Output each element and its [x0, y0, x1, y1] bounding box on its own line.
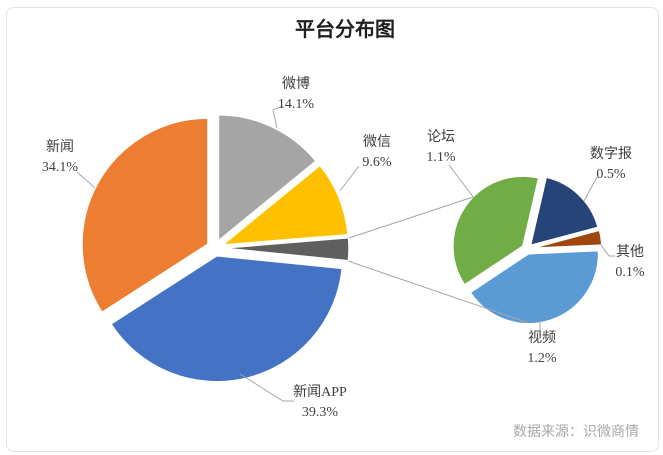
- pie-slice-xinwen: [81, 117, 209, 314]
- slice-label-xinwen: 新闻: [45, 140, 74, 155]
- pie-slice-weixin: [221, 164, 349, 246]
- slice-percent-shipin: 1.2%: [527, 351, 557, 366]
- slice-percent-shuzibao: 0.5%: [596, 167, 626, 182]
- callout-xinwen: 新闻 34.1%: [42, 138, 78, 178]
- callout-xinwen-app: 新闻APP 39.3%: [293, 383, 347, 423]
- callout-weibo: 微博 14.1%: [278, 75, 314, 115]
- pie-slice-luntan: [452, 175, 540, 286]
- slice-label-xinwen-app: 新闻APP: [293, 385, 347, 400]
- leader-line-xinwen-app: [239, 373, 294, 402]
- pie-slice-weibo: [217, 114, 317, 242]
- slice-percent-xinwen: 34.1%: [41, 160, 79, 175]
- leader-line-qita: [600, 244, 615, 257]
- callout-shuzibao: 数字报 0.5%: [590, 145, 632, 185]
- slice-label-weixin: 微信: [362, 135, 391, 150]
- leader-line-xinwen: [76, 171, 96, 189]
- slice-percent-xinwen-app: 39.3%: [301, 405, 339, 420]
- slice-percent-weibo: 14.1%: [277, 97, 315, 112]
- slice-label-weibo: 微博: [281, 77, 310, 92]
- slice-label-shipin: 视频: [527, 331, 556, 346]
- chart-border: [6, 7, 659, 452]
- slice-label-shuzibao: 数字报: [590, 147, 632, 162]
- connector-line-top: [348, 196, 474, 239]
- chart-title: 平台分布图: [295, 19, 395, 41]
- leader-line-weixin: [339, 165, 360, 192]
- slice-percent-qita: 0.1%: [615, 265, 645, 280]
- callout-weixin: 微信 9.6%: [362, 133, 391, 173]
- callout-qita: 其他 0.1%: [615, 243, 644, 283]
- slice-label-luntan: 论坛: [426, 130, 455, 145]
- leader-line-luntan: [448, 164, 475, 199]
- slice-percent-luntan: 1.1%: [426, 150, 456, 165]
- pie-slice-qita: [531, 229, 603, 249]
- leader-line-weibo: [272, 105, 284, 129]
- source-note: 数据来源：识微商情: [513, 425, 639, 440]
- callout-shipin: 视频 1.2%: [527, 329, 556, 369]
- slice-label-qita: 其他: [615, 245, 644, 260]
- slice-percent-weixin: 9.6%: [362, 155, 392, 170]
- callout-luntan: 论坛 1.1%: [426, 128, 455, 168]
- leader-line-shuzibao: [583, 176, 598, 202]
- connector-line-bottom: [347, 260, 530, 324]
- pie-slice-shuzibao: [529, 176, 599, 247]
